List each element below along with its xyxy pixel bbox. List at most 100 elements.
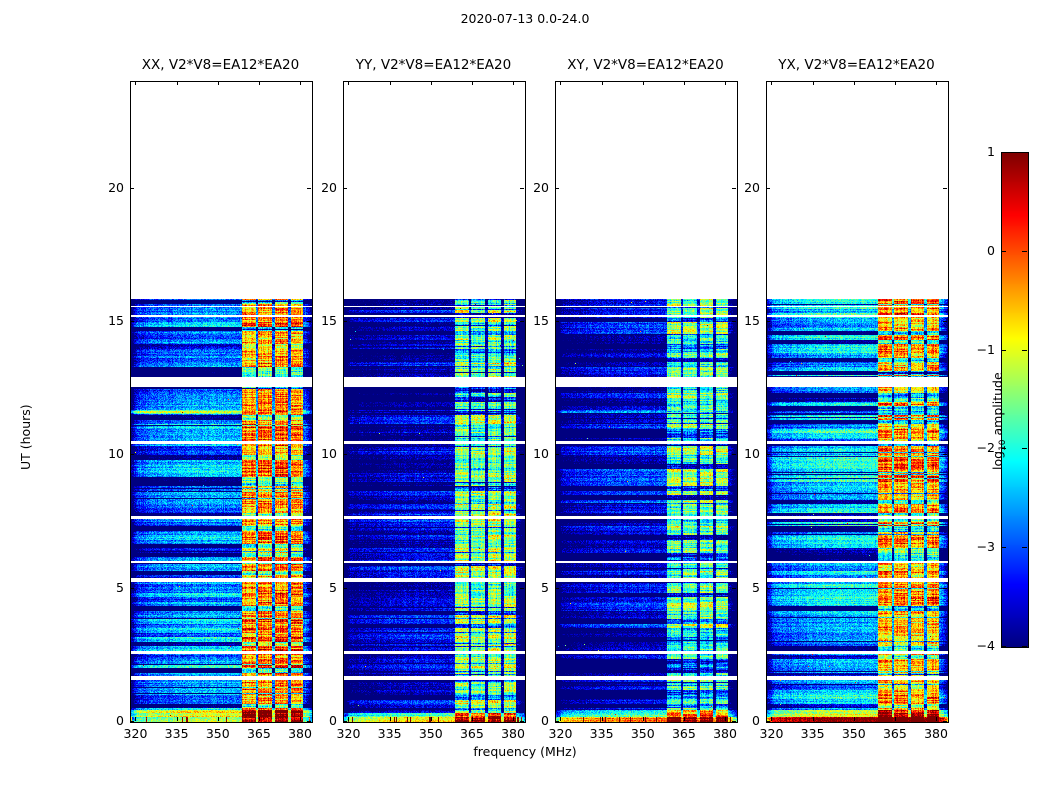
- x-tick-label: 335: [164, 726, 189, 741]
- panel-axes-xx[interactable]: [130, 81, 313, 723]
- panel-axes-xy[interactable]: [555, 81, 738, 723]
- y-tick: [520, 321, 524, 322]
- y-tick: [766, 721, 770, 722]
- colorbar-tick-label: −2: [976, 440, 995, 456]
- panel-axes-yy[interactable]: [343, 81, 526, 723]
- y-tick-label: 10: [108, 446, 124, 462]
- x-tick-label: 380: [713, 726, 737, 741]
- x-tick: [300, 81, 301, 85]
- x-tick: [177, 717, 178, 721]
- x-tick: [472, 717, 473, 721]
- x-tick-label: 320: [123, 726, 148, 741]
- y-tick-label: 10: [744, 446, 760, 462]
- y-tick-label: 5: [329, 579, 337, 595]
- x-tick: [135, 717, 136, 721]
- y-tick-label: 5: [116, 579, 124, 595]
- waterfall-image-xx: [131, 82, 312, 722]
- x-tick: [854, 81, 855, 85]
- x-tick: [348, 717, 349, 721]
- colorbar-tick: [1022, 448, 1027, 449]
- y-tick: [732, 321, 736, 322]
- x-tick: [771, 717, 772, 721]
- colorbar-tick-label: −3: [976, 539, 995, 555]
- y-tick-label: 15: [108, 313, 124, 328]
- x-tick: [725, 81, 726, 85]
- x-tick-label: 365: [246, 726, 271, 741]
- y-tick: [343, 188, 347, 189]
- colorbar-tick-label: −1: [976, 341, 995, 357]
- x-tick-label: 350: [841, 726, 866, 741]
- x-tick-label: 365: [882, 726, 907, 741]
- x-tick: [813, 717, 814, 721]
- x-tick: [513, 81, 514, 85]
- x-tick: [684, 717, 685, 721]
- x-tick-label: 350: [630, 726, 655, 741]
- y-tick: [732, 721, 736, 722]
- panel-title-xy: XY, V2*V8=EA12*EA20: [567, 57, 724, 73]
- colorbar-label-sub: 10: [998, 439, 1008, 451]
- x-tick: [684, 81, 685, 85]
- x-tick: [259, 717, 260, 721]
- y-tick: [943, 321, 947, 322]
- x-tick: [895, 81, 896, 85]
- x-tick: [725, 717, 726, 721]
- x-tick: [390, 717, 391, 721]
- x-tick: [895, 717, 896, 721]
- panel-title-yx: YX, V2*V8=EA12*EA20: [778, 57, 935, 73]
- x-tick: [218, 81, 219, 85]
- y-tick-label: 20: [321, 179, 337, 195]
- colorbar-tick: [1001, 646, 1006, 647]
- y-tick: [732, 454, 736, 455]
- colorbar-tick: [1001, 251, 1006, 252]
- figure-suptitle: 2020-07-13 0.0-24.0: [460, 11, 590, 26]
- x-tick: [936, 81, 937, 85]
- waterfall-image-xy: [556, 82, 737, 722]
- x-tick: [936, 717, 937, 721]
- waterfall-image-yy: [344, 82, 525, 722]
- colorbar-tick: [1022, 646, 1027, 647]
- x-tick-label: 350: [418, 726, 443, 741]
- y-tick: [766, 588, 770, 589]
- y-tick: [130, 188, 134, 189]
- x-tick: [602, 717, 603, 721]
- colorbar-label-base: log: [990, 450, 1005, 470]
- y-tick: [520, 588, 524, 589]
- y-tick: [307, 721, 311, 722]
- panel-axes-yx[interactable]: [766, 81, 949, 723]
- colorbar-tick: [1001, 448, 1006, 449]
- x-tick: [813, 81, 814, 85]
- y-tick: [732, 188, 736, 189]
- x-tick: [348, 81, 349, 85]
- x-tick-label: 380: [924, 726, 948, 741]
- x-tick-label: 365: [459, 726, 484, 741]
- y-tick: [555, 721, 559, 722]
- y-tick: [555, 454, 559, 455]
- y-tick: [943, 588, 947, 589]
- x-tick: [560, 717, 561, 721]
- x-tick-label: 335: [589, 726, 614, 741]
- x-tick: [643, 81, 644, 85]
- panel-title-xx: XX, V2*V8=EA12*EA20: [141, 57, 300, 73]
- y-tick-label: 10: [321, 446, 337, 462]
- y-tick-label: 10: [533, 446, 549, 462]
- colorbar-tick: [1001, 350, 1006, 351]
- y-tick: [130, 721, 134, 722]
- y-tick: [766, 321, 770, 322]
- y-tick: [307, 188, 311, 189]
- y-tick: [520, 454, 524, 455]
- y-tick: [943, 721, 947, 722]
- waterfall-image-yx: [767, 82, 948, 722]
- colorbar: [1001, 152, 1029, 648]
- x-tick-label: 320: [759, 726, 784, 741]
- x-axis-label: frequency (MHz): [473, 744, 577, 759]
- x-tick: [390, 81, 391, 85]
- y-tick: [555, 188, 559, 189]
- x-tick-label: 320: [336, 726, 361, 741]
- y-tick-label: 15: [321, 313, 337, 328]
- x-tick: [300, 717, 301, 721]
- y-tick: [307, 588, 311, 589]
- y-tick: [130, 588, 134, 589]
- x-tick-label: 335: [377, 726, 402, 741]
- y-tick-label: 5: [752, 579, 760, 595]
- colorbar-tick-label: 1: [987, 144, 995, 159]
